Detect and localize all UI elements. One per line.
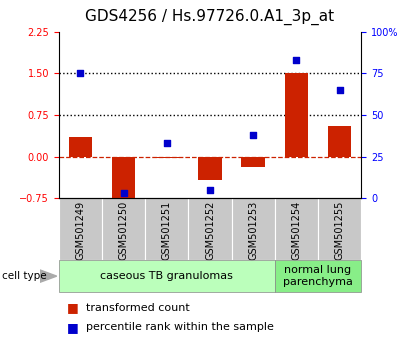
Text: ■: ■ (67, 302, 83, 314)
Text: caseous TB granulomas: caseous TB granulomas (100, 271, 233, 281)
Bar (328, 126, 352, 156)
Point (250, 132, 257, 138)
Bar (284, 74, 308, 156)
Point (77, 71, 84, 76)
Point (120, 190, 127, 196)
Text: GDS4256 / Hs.97726.0.A1_3p_at: GDS4256 / Hs.97726.0.A1_3p_at (85, 9, 335, 25)
Point (163, 141, 170, 146)
Text: transformed count: transformed count (86, 303, 190, 313)
Point (207, 187, 213, 193)
Bar (155, 156, 178, 158)
Bar (198, 156, 222, 180)
Polygon shape (40, 270, 57, 282)
Text: cell type: cell type (2, 271, 47, 281)
Text: percentile rank within the sample: percentile rank within the sample (86, 322, 274, 332)
Text: ■: ■ (67, 321, 83, 334)
Bar (112, 156, 136, 204)
Text: normal lung
parenchyma: normal lung parenchyma (283, 265, 353, 287)
Point (293, 57, 300, 63)
Point (336, 87, 343, 93)
Bar (68, 137, 92, 156)
Bar (241, 156, 265, 167)
